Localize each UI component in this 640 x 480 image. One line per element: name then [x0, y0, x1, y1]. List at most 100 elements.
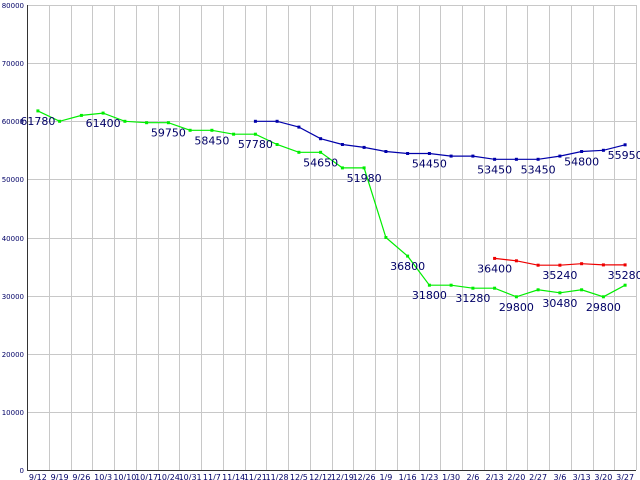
- x-tick-label: 1/30: [442, 473, 460, 480]
- data-point: [427, 152, 431, 155]
- x-tick-label: 2/6: [466, 473, 479, 480]
- data-label: 53450: [477, 163, 512, 176]
- x-tick-label: 1/23: [420, 473, 438, 480]
- data-point: [297, 125, 301, 129]
- data-label: 61400: [86, 117, 121, 130]
- data-label: 61780: [20, 115, 55, 128]
- x-tick-label: 12/26: [353, 473, 376, 480]
- x-tick-label: 9/19: [51, 473, 69, 480]
- y-tick-label: 70000: [2, 60, 24, 68]
- data-label: 54800: [564, 155, 599, 168]
- data-point: [536, 288, 540, 292]
- y-tick-label: 10000: [2, 409, 24, 417]
- data-point: [601, 148, 605, 152]
- data-point: [623, 143, 627, 147]
- data-point: [514, 157, 518, 161]
- data-label: 55950: [608, 149, 640, 162]
- chart-grid: [27, 5, 637, 470]
- x-tick-label: 3/6: [553, 473, 566, 480]
- series-lines: [37, 110, 626, 298]
- data-label: 35240: [542, 269, 577, 282]
- x-tick-label: 1/16: [399, 473, 417, 480]
- data-labels: 61780 61400 59750 58450 57780 54650 51980 36800…: [20, 115, 640, 314]
- data-label: 57780: [238, 138, 273, 151]
- x-tick-label: 3/20: [594, 473, 612, 480]
- data-point: [601, 263, 605, 267]
- data-point: [275, 143, 279, 146]
- data-point: [449, 154, 453, 158]
- data-point: [210, 128, 214, 132]
- data-label: 54650: [303, 156, 338, 169]
- data-point: [145, 121, 149, 125]
- x-tick-label: 10/10: [113, 473, 136, 480]
- data-point: [275, 119, 279, 123]
- series-line-1: [255, 120, 626, 160]
- data-point: [166, 121, 170, 125]
- data-label: 36800: [390, 260, 425, 273]
- data-point: [232, 132, 236, 136]
- y-axis-ticks: 0 10000 20000 30000 40000 50000 60000 70000 8000…: [2, 2, 24, 475]
- data-point: [623, 263, 627, 267]
- data-point: [297, 150, 301, 154]
- data-point: [623, 283, 627, 287]
- y-tick-label: 50000: [2, 176, 24, 184]
- x-tick-label: 3/27: [616, 473, 634, 480]
- data-point: [580, 262, 584, 266]
- data-point: [580, 150, 584, 153]
- data-point: [101, 111, 105, 115]
- chart-axes: [27, 5, 636, 471]
- data-point: [536, 157, 540, 161]
- x-tick-label: 2/27: [529, 473, 547, 480]
- data-label: 29800: [499, 301, 534, 314]
- data-point: [471, 286, 475, 290]
- data-label: 35280: [608, 269, 640, 282]
- x-tick-label: 9/26: [72, 473, 90, 480]
- y-tick-label: 80000: [2, 2, 24, 10]
- x-tick-label: 11/21: [244, 473, 267, 480]
- data-point: [558, 291, 562, 295]
- data-point: [188, 128, 192, 132]
- data-label: 54450: [412, 158, 447, 171]
- y-tick-label: 30000: [2, 293, 24, 301]
- series-points: [36, 109, 627, 299]
- data-point: [406, 152, 410, 155]
- data-point: [319, 150, 323, 154]
- data-point: [384, 236, 388, 239]
- x-tick-label: 11/7: [203, 473, 221, 480]
- data-label: 53450: [521, 163, 556, 176]
- data-point: [58, 119, 62, 123]
- data-point: [123, 119, 127, 123]
- data-point: [427, 283, 431, 287]
- x-tick-label: 10/17: [135, 473, 158, 480]
- data-point: [558, 154, 562, 158]
- data-point: [340, 143, 344, 146]
- data-point: [493, 157, 497, 161]
- x-tick-label: 2/20: [507, 473, 525, 480]
- data-point: [362, 145, 366, 149]
- data-point: [471, 154, 475, 158]
- x-tick-label: 12/5: [290, 473, 308, 480]
- series-line-0: [37, 110, 626, 298]
- data-point: [601, 295, 605, 299]
- data-point: [384, 150, 388, 153]
- y-tick-label: 60000: [2, 118, 24, 126]
- data-point: [253, 132, 257, 136]
- data-point: [493, 286, 497, 290]
- data-point: [558, 263, 562, 267]
- x-tick-label: 10/3: [94, 473, 112, 480]
- data-point: [340, 166, 344, 170]
- data-point: [514, 295, 518, 299]
- x-tick-label: 12/12: [309, 473, 332, 480]
- y-tick-label: 40000: [2, 235, 24, 243]
- data-label: 58450: [194, 134, 229, 147]
- y-tick-label: 20000: [2, 351, 24, 359]
- data-point: [580, 288, 584, 292]
- data-point: [319, 137, 323, 141]
- data-point: [79, 113, 83, 117]
- x-tick-label: 11/28: [266, 473, 289, 480]
- y-tick-label: 0: [20, 467, 24, 475]
- x-tick-label: 1/9: [379, 473, 392, 480]
- data-label: 31280: [455, 292, 490, 305]
